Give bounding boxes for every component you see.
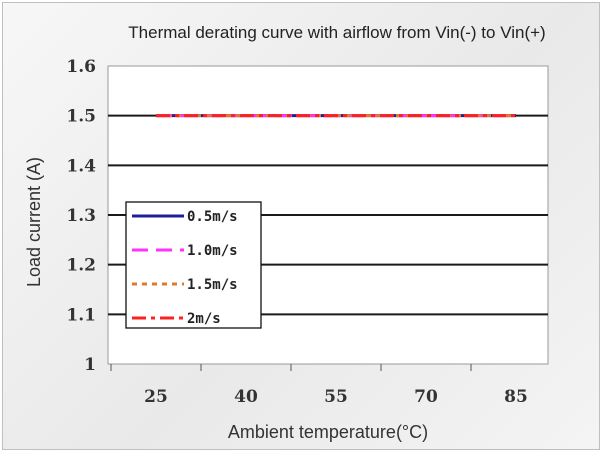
x-tick-labels: 25 40 55 70 85 (144, 387, 528, 407)
y-tick-label: 1.6 (66, 57, 96, 77)
x-tick-label: 55 (324, 387, 348, 407)
x-tick-label: 25 (144, 387, 168, 407)
y-tick-label: 1 (84, 355, 96, 375)
legend-label: 2m/s (187, 311, 221, 327)
y-tick-labels: 1.6 1.5 1.4 1.3 1.2 1.1 1 (66, 57, 96, 375)
x-tick-label: 70 (414, 387, 438, 407)
x-tick-label: 40 (234, 387, 258, 407)
y-tick-label: 1.1 (66, 305, 96, 325)
legend-box (125, 201, 262, 329)
y-tick-label: 1.2 (66, 256, 96, 276)
y-axis-label: Load current (A) (24, 157, 44, 287)
legend-label: 1.5m/s (187, 277, 238, 293)
legend-label: 0.5m/s (187, 209, 238, 225)
chart-title: Thermal derating curve with airflow from… (128, 23, 545, 42)
legend: 0.5m/s 1.0m/s 1.5m/s 2m/s (125, 201, 262, 329)
y-tick-label: 1.5 (66, 107, 96, 127)
y-tick-label: 1.4 (66, 156, 96, 176)
y-tick-label: 1.3 (66, 206, 96, 226)
legend-label: 1.0m/s (187, 243, 238, 259)
x-axis-label: Ambient temperature(°C) (228, 422, 428, 442)
x-tick-marks (110, 364, 472, 371)
x-tick-label: 85 (504, 387, 528, 407)
